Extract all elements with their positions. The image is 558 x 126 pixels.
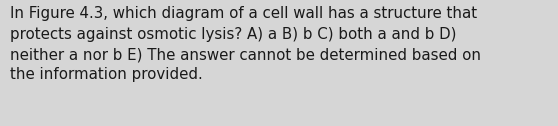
Text: In Figure 4.3, which diagram of a cell wall has a structure that
protects agains: In Figure 4.3, which diagram of a cell w… [10, 6, 481, 83]
